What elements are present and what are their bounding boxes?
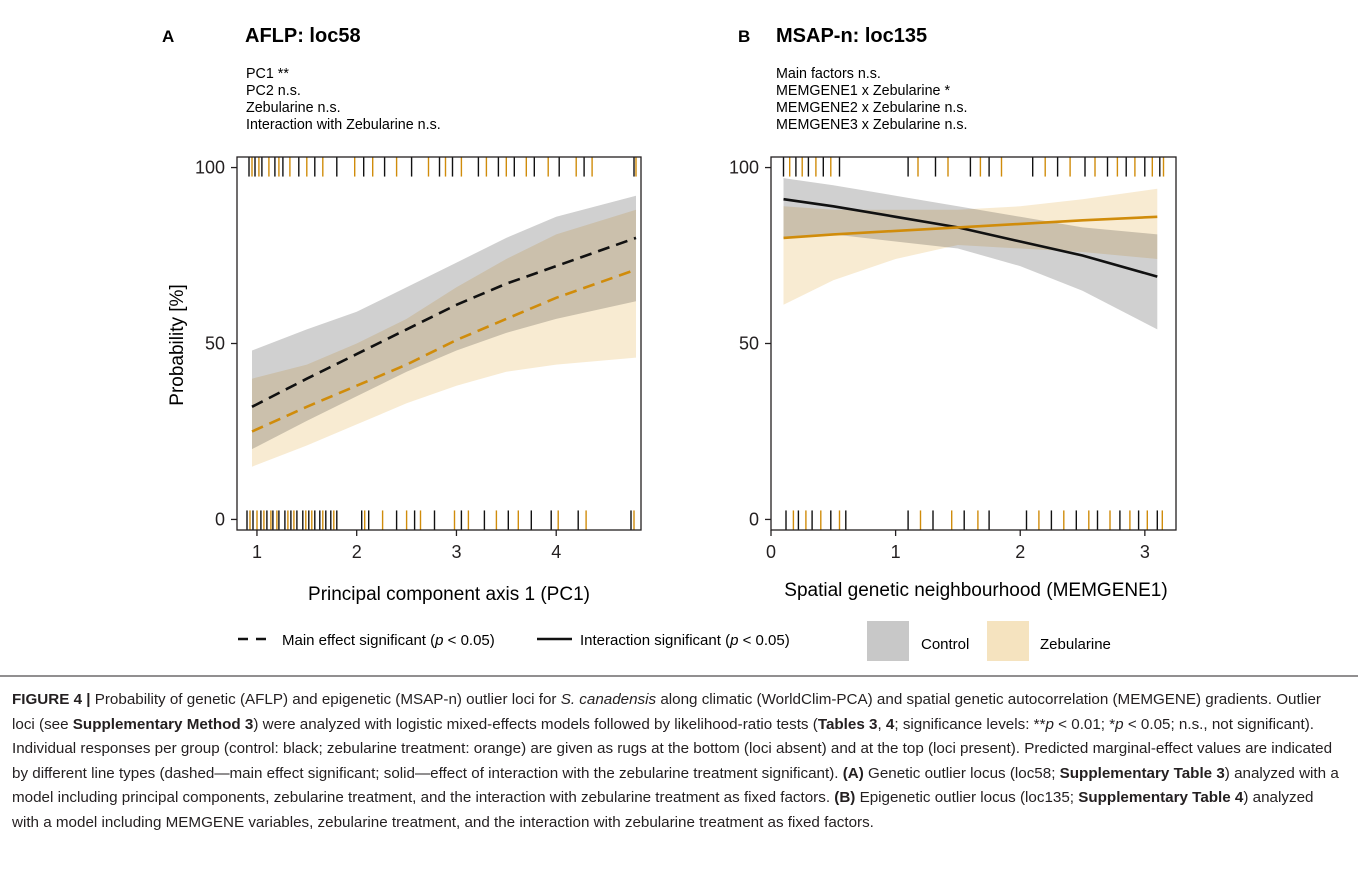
panel-b-xtick-label-0: 0 <box>766 542 776 562</box>
legend-zebularine-swatch <box>987 621 1029 661</box>
panel-b-stat-1: Main factors n.s. <box>776 66 881 82</box>
panel-b-ytick-label-50: 50 <box>739 334 759 354</box>
panel-a-zebularine-line <box>251 268 637 433</box>
panel-b-plot-area <box>782 157 1165 530</box>
panel-b-title: MSAP-n: loc135 <box>776 25 927 47</box>
panel-b-xlabel: Spatial genetic neighbourhood (MEMGENE1) <box>784 580 1167 601</box>
panel-a-ytick-label-50: 50 <box>205 334 225 354</box>
panel-a-ylabel: Probability [%] <box>167 284 188 405</box>
panel-a-xtick-label-2: 2 <box>352 542 362 562</box>
panel-b-zebularine-confidence-band <box>783 188 1158 305</box>
legend-dashed-label: Main effect significant (p < 0.05) <box>282 632 495 649</box>
legend-control-swatch <box>867 621 909 661</box>
panel-a-ytick-label-0: 0 <box>215 509 225 529</box>
legend-solid-label: Interaction significant (p < 0.05) <box>580 632 790 649</box>
panel-b-stat-4: MEMGENE3 x Zebularine n.s. <box>776 117 968 133</box>
panel-a-ytick-label-100: 100 <box>195 158 225 178</box>
panel-b-stat-3: MEMGENE2 x Zebularine n.s. <box>776 100 968 116</box>
panel-a-xtick-label-4: 4 <box>551 542 561 562</box>
panel-a-plot-area <box>246 157 637 530</box>
panel-a-zebularine-confidence-band <box>252 209 636 467</box>
panel-a-stat-3: Zebularine n.s. <box>246 100 341 116</box>
panel-a-plot: 0 50 100 1 2 3 4 <box>195 156 642 562</box>
panel-b-letter: B <box>738 27 750 46</box>
panel-a-xtick-label-1: 1 <box>252 542 262 562</box>
legend-zebularine-label: Zebularine <box>1040 636 1111 653</box>
panel-b: B MSAP-n: loc135 Main factors n.s. MEMGE… <box>729 25 1177 601</box>
panel-b-xtick-label-2: 2 <box>1015 542 1025 562</box>
legend-control-label: Control <box>921 636 969 653</box>
panel-a-xtick-label-3: 3 <box>451 542 461 562</box>
panel-a: A AFLP: loc58 PC1 ** PC2 n.s. Zebularine… <box>162 25 642 605</box>
panel-b-zebularine-line <box>783 215 1158 240</box>
panel-a-control-line <box>251 236 637 408</box>
panel-a-stat-1: PC1 ** <box>246 66 289 82</box>
panel-a-stat-4: Interaction with Zebularine n.s. <box>246 117 441 133</box>
panel-a-xlabel: Principal component axis 1 (PC1) <box>308 584 590 605</box>
panel-b-ytick-label-100: 100 <box>729 158 759 178</box>
figure-caption: FIGURE 4 | Probability of genetic (AFLP)… <box>12 691 1339 831</box>
panel-a-stat-2: PC2 n.s. <box>246 83 301 99</box>
panel-b-stat-2: MEMGENE1 x Zebularine * <box>776 83 950 99</box>
legend: Main effect significant (p < 0.05) Inter… <box>238 621 1111 661</box>
panel-a-letter: A <box>162 27 174 46</box>
panel-b-xtick-label-1: 1 <box>891 542 901 562</box>
panel-b-plot: 0 50 100 0 1 2 3 <box>729 156 1177 562</box>
panel-b-xtick-label-3: 3 <box>1140 542 1150 562</box>
panel-b-ytick-label-0: 0 <box>749 509 759 529</box>
panel-a-title: AFLP: loc58 <box>245 25 361 47</box>
